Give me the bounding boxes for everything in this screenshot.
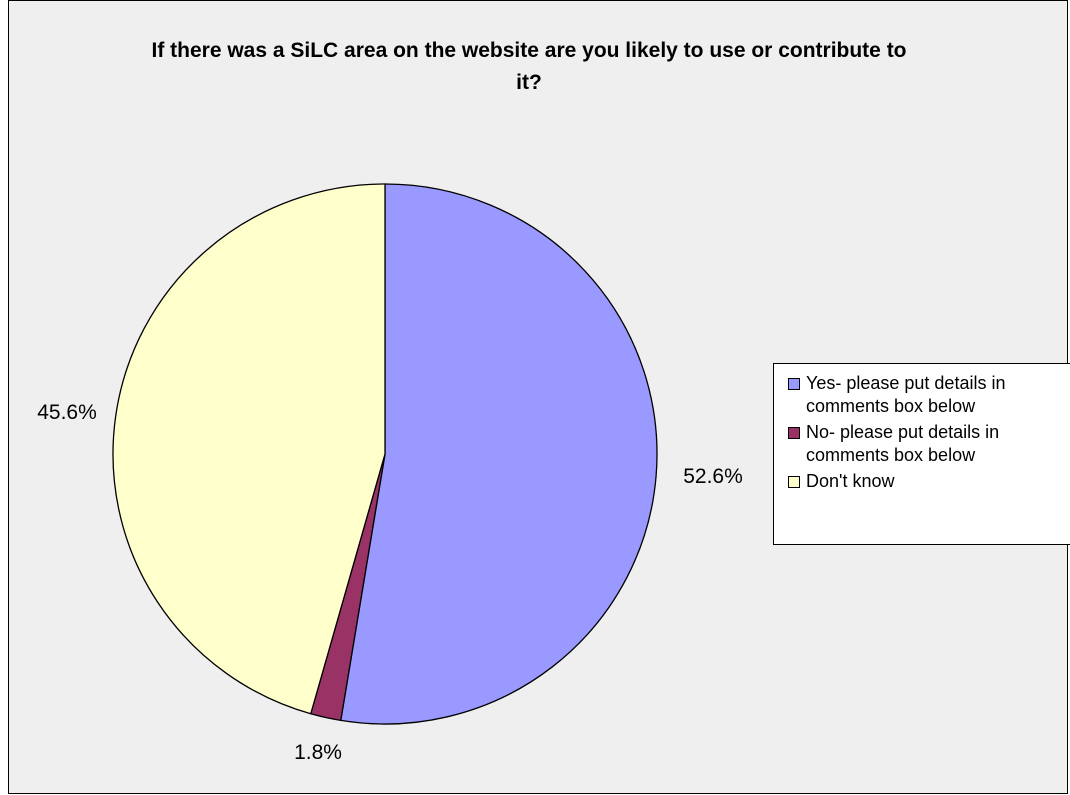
legend-swatch-yes [788, 378, 800, 390]
legend-swatch-dont-know [788, 476, 800, 488]
legend: Yes- please put details in comments box … [773, 363, 1070, 545]
pie-slice-dont-know [112, 183, 386, 715]
legend-label-no: No- please put details in comments box b… [806, 422, 1000, 465]
data-label-no: 1.8% [294, 741, 342, 764]
legend-swatch-no [788, 427, 800, 439]
data-label-yes: 52.6% [683, 465, 743, 488]
legend-label-yes: Yes- please put details in comments box … [806, 373, 1006, 416]
chart-area: If there was a SiLC area on the website … [8, 0, 1070, 794]
legend-item-dont-know: Don't know [788, 470, 1070, 493]
data-label-dont-know: 45.6% [37, 401, 97, 424]
legend-label-dont-know: Don't know [806, 471, 895, 491]
pie-slice-yes [340, 183, 658, 725]
legend-item-yes: Yes- please put details in comments box … [788, 372, 1070, 418]
legend-item-no: No- please put details in comments box b… [788, 421, 1070, 467]
pie-chart: 52.6% 1.8% 45.6% [37, 183, 743, 764]
chart-title: If there was a SiLC area on the website … [151, 39, 907, 94]
